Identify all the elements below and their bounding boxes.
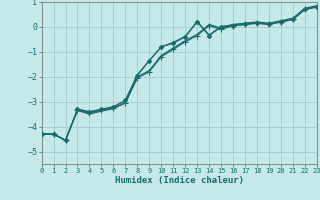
X-axis label: Humidex (Indice chaleur): Humidex (Indice chaleur) — [115, 176, 244, 185]
